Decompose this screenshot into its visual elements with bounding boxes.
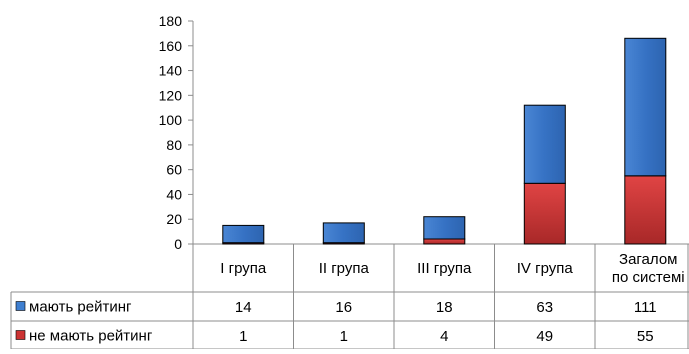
legend-key-no-rating	[15, 330, 26, 340]
y-tick-label: 20	[166, 211, 182, 227]
category-label: I група	[220, 260, 267, 277]
bars-layer	[222, 37, 667, 245]
table-cell-value: 63	[536, 299, 553, 316]
y-tick-label: 40	[166, 186, 182, 202]
bar-segment-with-rating	[222, 224, 265, 244]
category-label: по системі	[612, 269, 685, 286]
axis-layer: 0 20 40 60 80 100 120 140 160 180	[159, 13, 689, 252]
table-cell-value: 49	[536, 328, 553, 345]
category-label: II група	[319, 260, 370, 277]
row-label: мають рейтинг	[29, 299, 132, 316]
bar-segment-no-rating	[624, 175, 667, 245]
category-label: III група	[417, 260, 472, 277]
y-tick-label: 160	[159, 38, 183, 54]
legend-key-with-rating	[15, 301, 26, 311]
table-cell-value: 1	[340, 328, 348, 345]
y-tick-label: 0	[174, 236, 182, 252]
y-tick-label: 180	[159, 13, 183, 29]
category-label: Загалом	[619, 251, 677, 268]
bar-segment-no-rating	[523, 182, 566, 245]
bar-segment-with-rating	[523, 104, 566, 184]
y-tick-label: 120	[159, 87, 183, 103]
y-tick-label: 60	[166, 162, 182, 178]
category-label: IV група	[517, 260, 574, 277]
table-cell-value: 111	[634, 299, 657, 316]
bar-segment-with-rating	[423, 216, 466, 240]
y-tick-label: 100	[159, 112, 183, 128]
table-cell-value: 1	[239, 328, 247, 345]
bar-segment-with-rating	[624, 37, 667, 177]
table-cell-value: 16	[335, 299, 352, 316]
table-cell-value: 55	[637, 328, 654, 345]
y-tick-label: 80	[166, 137, 182, 153]
y-tick-label: 140	[159, 63, 183, 79]
table-cell-value: 4	[440, 328, 448, 345]
bar-segment-no-rating	[423, 238, 466, 245]
row-label: не мають рейтинг	[29, 328, 153, 345]
table-cell-value: 14	[235, 299, 252, 316]
table-cell-value: 18	[436, 299, 453, 316]
data-table: I група II група III група IV група Загаломп…	[10, 244, 689, 350]
bar-segment-with-rating	[322, 222, 365, 244]
